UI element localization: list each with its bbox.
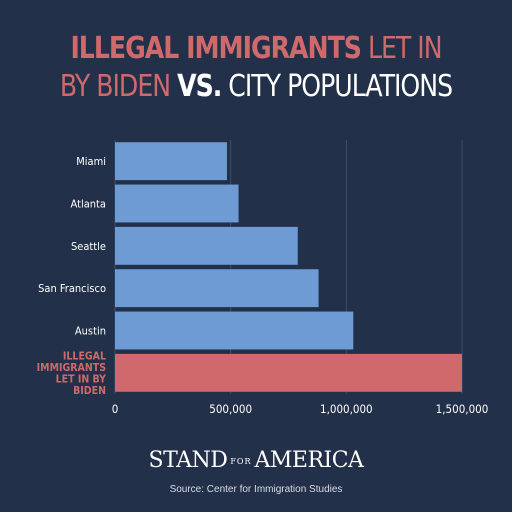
category-label-0: Miami [76, 155, 106, 168]
category-label-1: Atlanta [71, 198, 106, 211]
title-part5: CITY POPULATIONS [221, 69, 453, 104]
bar-3 [115, 269, 319, 308]
title-part3: BY BIDEN [59, 69, 178, 104]
chart-title: ILLEGAL IMMIGRANTS LET IN BY BIDEN VS. C… [41, 30, 471, 106]
title-part4: VS. [177, 69, 222, 104]
brand-logo: STAND FOR AMERICA [0, 448, 512, 473]
bar-2 [115, 226, 298, 265]
category-label-3: San Francisco [38, 282, 106, 295]
category-label-2: Seattle [71, 240, 106, 253]
x-tick-label-2: 1,000,000 [320, 402, 373, 416]
x-tick-label-1: 500,000 [209, 402, 252, 416]
source-note: Source: Center for Immigration Studies [169, 484, 343, 495]
bar-1 [115, 184, 239, 223]
category-label-4: Austin [75, 325, 106, 338]
bar-5 [115, 353, 462, 392]
bar-0 [115, 142, 227, 181]
brand-for: FOR [230, 456, 252, 466]
brand-america: AMERICA [254, 448, 364, 473]
bar-4 [115, 311, 354, 350]
category-label-5: ILLEGAL IMMIGRANTS LET IN BY BIDEN [37, 351, 107, 398]
x-tick-label-0: 0 [112, 402, 119, 416]
title-part2: LET IN [360, 31, 443, 66]
title-part1: ILLEGAL IMMIGRANTS [70, 31, 362, 66]
x-tick-label-3: 1,500,000 [436, 402, 489, 416]
brand-stand: STAND [148, 448, 228, 473]
